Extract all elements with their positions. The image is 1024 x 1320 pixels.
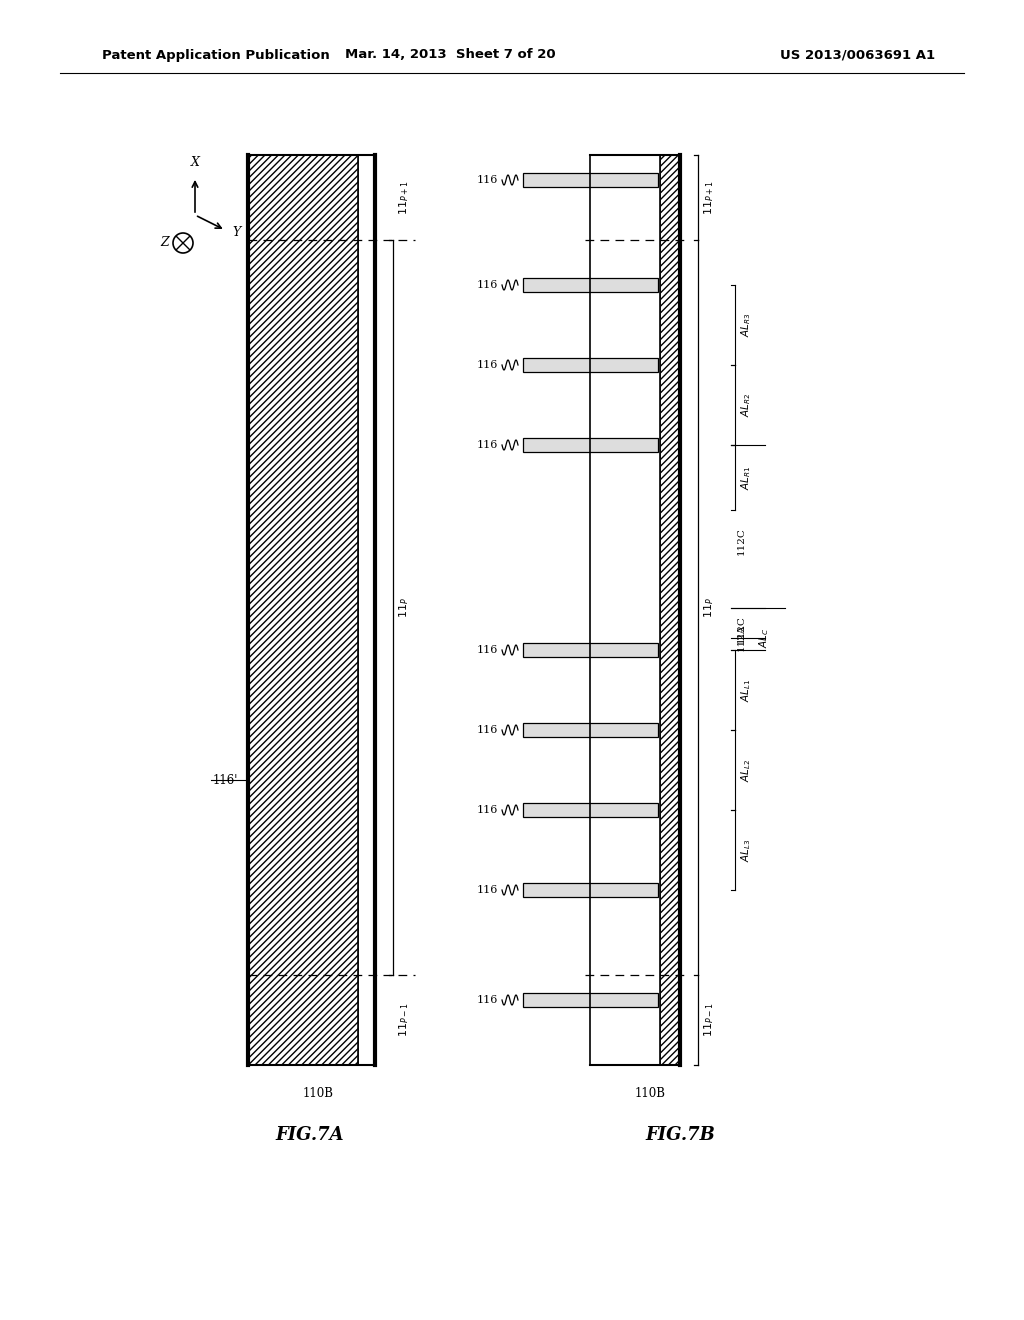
Text: $AL_{L3}$: $AL_{L3}$ [739, 838, 753, 862]
Text: FIG.7A: FIG.7A [275, 1126, 344, 1144]
Text: 116: 116 [476, 725, 498, 735]
Text: 116: 116 [476, 280, 498, 290]
Text: 116: 116 [476, 805, 498, 814]
Text: $11_{P-1}$: $11_{P-1}$ [702, 1003, 716, 1038]
Text: 112A: 112A [737, 624, 746, 651]
Text: 112C: 112C [737, 615, 746, 643]
Text: 116: 116 [476, 995, 498, 1005]
Text: $11_{P+1}$: $11_{P+1}$ [397, 180, 411, 215]
Text: $AL_{L1}$: $AL_{L1}$ [739, 678, 753, 702]
Bar [523, 723, 658, 737]
Text: 110B: 110B [635, 1086, 666, 1100]
Bar [660, 154, 680, 1065]
Text: 116: 116 [476, 440, 498, 450]
Text: 116: 116 [476, 176, 498, 185]
Text: $11_{P-1}$: $11_{P-1}$ [397, 1003, 411, 1038]
Text: Z: Z [161, 236, 169, 249]
Text: $11_P$: $11_P$ [702, 597, 716, 618]
Bar [523, 279, 658, 292]
Text: 110B: 110B [302, 1086, 334, 1100]
Text: $AL_{R1}$: $AL_{R1}$ [739, 465, 753, 490]
Text: Patent Application Publication: Patent Application Publication [102, 49, 330, 62]
Bar [523, 358, 658, 372]
Bar [523, 883, 658, 898]
Bar [248, 154, 358, 1065]
Text: 116': 116' [213, 774, 239, 787]
Text: $11_P$: $11_P$ [397, 597, 411, 618]
Text: US 2013/0063691 A1: US 2013/0063691 A1 [780, 49, 935, 62]
Text: 116: 116 [476, 360, 498, 370]
Text: 116: 116 [476, 884, 498, 895]
Text: Y: Y [232, 226, 241, 239]
Text: $11_{P+1}$: $11_{P+1}$ [702, 180, 716, 215]
Bar [523, 173, 658, 187]
Bar [523, 438, 658, 451]
Text: FIG.7B: FIG.7B [645, 1126, 715, 1144]
Text: Mar. 14, 2013  Sheet 7 of 20: Mar. 14, 2013 Sheet 7 of 20 [345, 49, 555, 62]
Text: $AL_C$: $AL_C$ [757, 627, 771, 648]
Bar [523, 803, 658, 817]
Bar [523, 993, 658, 1007]
Text: $AL_{L2}$: $AL_{L2}$ [739, 759, 753, 781]
Text: $AL_{R3}$: $AL_{R3}$ [739, 313, 753, 338]
Bar [523, 643, 658, 657]
Text: 116: 116 [476, 645, 498, 655]
Text: 112C: 112C [737, 527, 746, 556]
Text: X: X [190, 156, 200, 169]
Text: $AL_{R2}$: $AL_{R2}$ [739, 393, 753, 417]
